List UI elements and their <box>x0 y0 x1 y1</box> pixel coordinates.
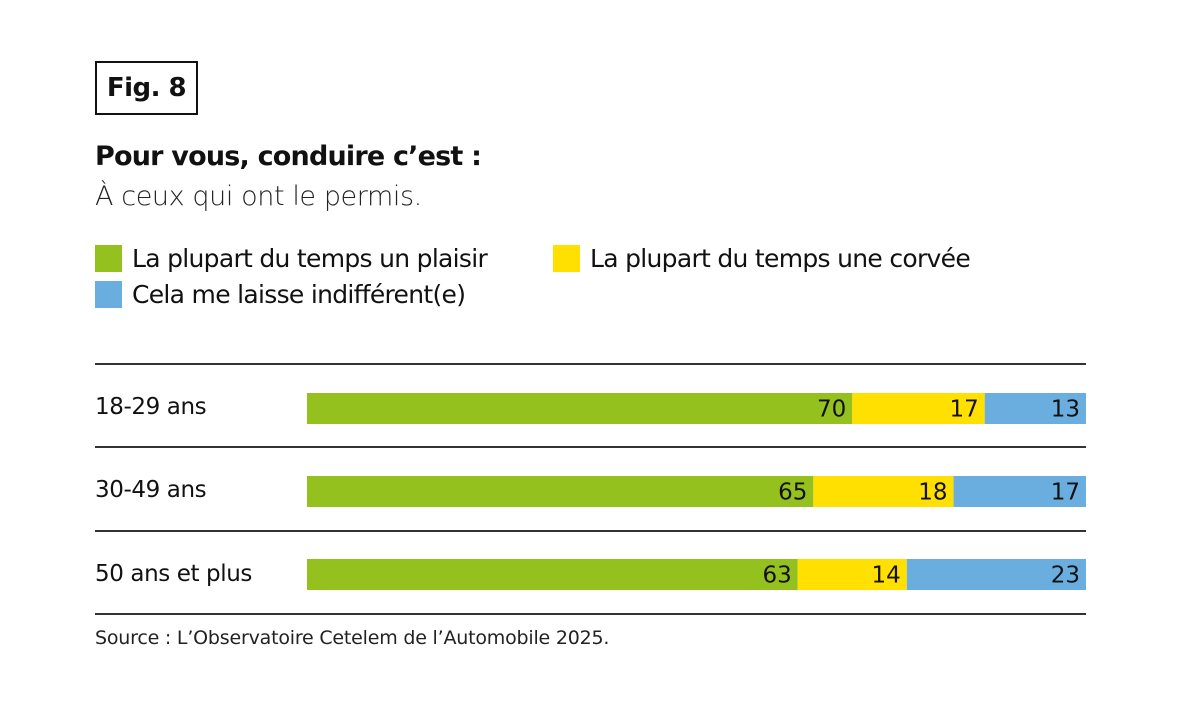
divider-top <box>95 363 1086 365</box>
data-label-corvee-row-1: 17 <box>949 397 978 423</box>
data-label-plaisir-row-1: 70 <box>817 397 846 423</box>
chart-subtitle: À ceux qui ont le permis. <box>95 181 422 212</box>
divider-bottom <box>95 613 1086 615</box>
data-label-indifferent-row-3: 23 <box>1051 563 1080 589</box>
data-label-corvee-row-2: 18 <box>918 480 947 506</box>
source-note: Source : L’Observatoire Cetelem de l’Aut… <box>95 627 610 649</box>
bar-indifferent-row-2 <box>953 476 1086 507</box>
bar-corvee-row-1 <box>852 393 985 424</box>
row-label-30-49: 30-49 ans <box>95 477 207 503</box>
legend-swatch-indifferent <box>95 281 122 308</box>
divider-row-2 <box>95 530 1086 532</box>
divider-row-1 <box>95 446 1086 448</box>
bar-plaisir-row-1 <box>307 393 853 424</box>
data-label-indifferent-row-2: 17 <box>1051 480 1080 506</box>
legend-label-indifferent: Cela me laisse indifférent(e) <box>132 280 466 309</box>
data-label-plaisir-row-2: 65 <box>778 480 807 506</box>
data-label-indifferent-row-1: 13 <box>1051 397 1080 423</box>
data-label-plaisir-row-3: 63 <box>762 563 791 589</box>
chart-title: Pour vous, conduire c’est : <box>95 141 482 172</box>
figure-label: Fig. 8 <box>95 61 198 115</box>
bar-corvee-row-2 <box>813 476 954 507</box>
legend-item-corvee: La plupart du temps une corvée <box>553 244 971 273</box>
legend-item-indifferent: Cela me laisse indifférent(e) <box>95 280 466 309</box>
row-label-18-29: 18-29 ans <box>95 394 207 420</box>
bar-corvee-row-3 <box>797 559 907 590</box>
legend-swatch-plaisir <box>95 245 122 272</box>
legend-label-corvee: La plupart du temps une corvée <box>590 244 971 273</box>
bar-plaisir-row-2 <box>307 476 814 507</box>
bar-indifferent-row-3 <box>906 559 1086 590</box>
data-label-corvee-row-3: 14 <box>872 563 901 589</box>
row-label-50-plus: 50 ans et plus <box>95 561 252 587</box>
bar-plaisir-row-3 <box>307 559 798 590</box>
legend-label-plaisir: La plupart du temps un plaisir <box>132 244 488 273</box>
legend-swatch-corvee <box>553 245 580 272</box>
bar-indifferent-row-1 <box>984 393 1086 424</box>
legend-item-plaisir: La plupart du temps un plaisir <box>95 244 488 273</box>
